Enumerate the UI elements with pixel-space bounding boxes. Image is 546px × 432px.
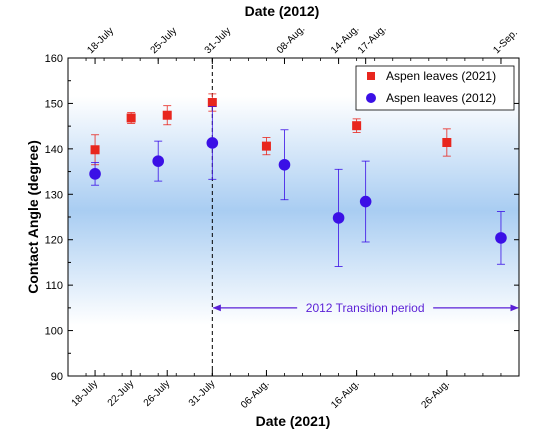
series-2012 bbox=[89, 106, 507, 267]
y-tick-label: 120 bbox=[45, 235, 63, 247]
series-2021 bbox=[90, 93, 452, 166]
top-tick-label: 17-Aug. bbox=[356, 24, 389, 57]
data-point-2012 bbox=[89, 168, 101, 180]
x-axis-title-top: Date (2012) bbox=[245, 3, 320, 19]
y-tick-label: 100 bbox=[45, 326, 63, 338]
top-tick-label: 08-Aug. bbox=[275, 24, 308, 57]
data-point-2021 bbox=[126, 113, 136, 123]
top-tick-label: 31-July bbox=[203, 26, 234, 57]
data-point-2012 bbox=[278, 158, 291, 171]
legend-label-2021: Aspen leaves (2021) bbox=[386, 69, 496, 83]
data-point-2021 bbox=[352, 121, 362, 131]
legend-marker-2012 bbox=[366, 93, 376, 103]
y-tick-label: 130 bbox=[45, 189, 63, 201]
top-tick-label: 25-July bbox=[149, 26, 180, 57]
legend-label-2012: Aspen leaves (2012) bbox=[386, 91, 496, 105]
legend-box bbox=[355, 65, 515, 111]
data-point-2012 bbox=[359, 195, 372, 208]
top-tick-label: 1-Sep. bbox=[491, 28, 520, 57]
data-point-2021 bbox=[261, 141, 271, 151]
data-point-2012 bbox=[495, 232, 507, 244]
bottom-tick-label: 26-July bbox=[142, 378, 173, 409]
data-point-2021 bbox=[90, 145, 100, 155]
y-axis-title: Contact Angle (degree) bbox=[25, 140, 41, 294]
annotation-label: 2012 Transition period bbox=[306, 301, 425, 315]
y-tick-label: 160 bbox=[45, 53, 63, 65]
data-point-2012 bbox=[152, 155, 164, 167]
top-tick-label: 18-July bbox=[85, 26, 116, 57]
plot-background bbox=[68, 58, 519, 376]
data-point-2012 bbox=[332, 212, 345, 224]
transition-annotation: 2012 Transition period bbox=[212, 301, 519, 315]
y-tick-label: 150 bbox=[45, 98, 63, 110]
y-tick-label: 110 bbox=[45, 280, 63, 292]
bottom-tick-label: 22-July bbox=[106, 378, 137, 409]
bottom-tick-label: 16-Aug. bbox=[329, 378, 362, 411]
bottom-tick-label: 26-Aug. bbox=[419, 378, 452, 411]
x-axis-title-bottom: Date (2021) bbox=[256, 413, 331, 429]
data-point-2021 bbox=[162, 110, 172, 120]
top-tick-label: 14-Aug. bbox=[329, 24, 362, 57]
y-tick-label: 90 bbox=[51, 371, 63, 383]
y-axis-ticks: 90 100 110 120 130 140 150 160 bbox=[45, 53, 519, 383]
y-tick-label: 140 bbox=[45, 144, 63, 156]
data-point-2021 bbox=[207, 98, 217, 108]
bottom-tick-label: 18-July bbox=[70, 378, 101, 409]
legend: Aspen leaves (2021) Aspen leaves (2012) bbox=[355, 65, 515, 111]
data-point-2021 bbox=[442, 137, 452, 147]
bottom-tick-label: 06-Aug. bbox=[239, 378, 272, 411]
legend-marker-2021 bbox=[367, 72, 375, 80]
data-series bbox=[89, 93, 507, 267]
data-point-2012 bbox=[206, 137, 219, 149]
bottom-tick-label: 31-July bbox=[187, 378, 218, 409]
plot-frame bbox=[67, 57, 520, 377]
